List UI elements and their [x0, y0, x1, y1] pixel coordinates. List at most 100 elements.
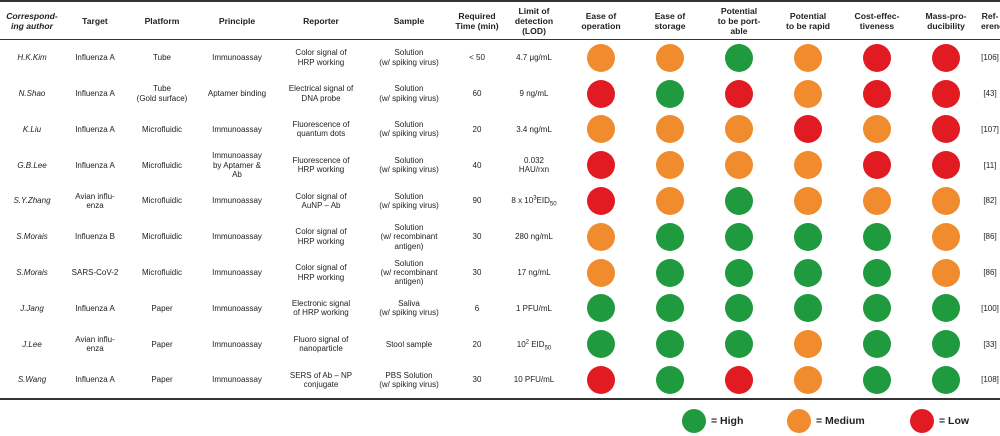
lod-sub: 50: [549, 201, 557, 208]
ease-of-operation-rating-cell: [566, 112, 636, 148]
time-cell: 20: [472, 124, 482, 134]
lod-cell: 8 x 103EID50: [502, 183, 566, 219]
author-cell: K.Liu: [22, 124, 42, 134]
ease-of-storage-rating-cell: [636, 183, 704, 219]
high-rating-dot: [656, 79, 684, 108]
ease-of-storage-rating-cell: [636, 362, 704, 399]
high-rating-dot: [725, 330, 753, 359]
ease-of-storage-rating-cell: [636, 255, 704, 291]
ease-of-operation-rating-cell: [566, 40, 636, 76]
high-legend-dot: [682, 409, 706, 433]
medium-rating-dot: [587, 43, 615, 72]
principle-cell: Immunoassay: [212, 303, 262, 313]
ease-of-storage-rating-cell: [636, 291, 704, 327]
cost-effectiveness-rating-cell: [842, 219, 912, 255]
sample-cell: Saliva (w/ spiking virus): [379, 299, 439, 318]
high-rating-dot: [863, 294, 891, 323]
high-rating-dot: [794, 222, 822, 251]
lod-cell: 10 PFU/mL: [513, 375, 555, 385]
medium-rating-dot: [932, 258, 960, 287]
rating-legend: = High = Medium = Low: [0, 409, 1000, 435]
reporter-cell: SERS of Ab – NP conjugate: [289, 370, 353, 390]
legend-item-low: = Low: [910, 409, 969, 433]
high-rating-dot: [725, 187, 753, 216]
lod-sup: 2: [525, 338, 529, 345]
cost-effectiveness-rating-cell: [842, 326, 912, 362]
portability-rating-cell: [704, 219, 774, 255]
ease-of-storage-rating-cell: [636, 147, 704, 183]
time-cell: 20: [472, 339, 482, 349]
time-header: Required Time (min): [455, 10, 499, 31]
target-cell: Avian influ- enza: [75, 334, 115, 354]
lod-cell: 17 ng/mL: [517, 267, 551, 277]
high-rating-dot: [656, 366, 684, 395]
high-rating-dot: [725, 258, 753, 287]
target-cell: Influenza A: [75, 53, 115, 63]
mass-producibility-rating-cell: [912, 76, 980, 112]
rapidity-rating-cell: [774, 112, 842, 148]
legend-label: = Medium: [816, 415, 865, 427]
cost-effectiveness-rating-cell: [842, 291, 912, 327]
time-cell: 60: [472, 88, 482, 98]
portability-rating-cell: [704, 40, 774, 76]
sample-header: Sample: [393, 15, 425, 26]
rapidity-rating-cell: [774, 326, 842, 362]
ease-of-storage-rating-cell: [636, 219, 704, 255]
ease-of-operation-rating-cell: [566, 76, 636, 112]
high-rating-dot: [725, 222, 753, 251]
platform-cell: Microfluidic: [141, 267, 182, 277]
table-row: H.K.Kim Influenza A Tube Immunoassay Color s…: [0, 40, 1000, 76]
table-row: S.Wang Influenza A Paper Immunoassay SERS of…: [0, 362, 1000, 399]
platform-cell: Tube: [153, 53, 171, 63]
lod-base: 10: [516, 339, 526, 349]
reference-cell: [100]: [981, 303, 999, 313]
platform-header: Platform: [144, 15, 180, 26]
medium-rating-dot: [794, 79, 822, 108]
table-row: J.Jang Influenza A Paper Immunoassay Electro…: [0, 291, 1000, 327]
medium-rating-dot: [656, 43, 684, 72]
medium-rating-dot: [656, 187, 684, 216]
ease-of-operation-rating-cell: [566, 255, 636, 291]
portability-rating-cell: [704, 255, 774, 291]
principle-cell: Immunoassay: [212, 53, 262, 63]
high-rating-dot: [656, 222, 684, 251]
medium-rating-dot: [656, 115, 684, 144]
time-cell: 90: [472, 196, 482, 206]
time-cell: < 50: [469, 53, 485, 63]
platform-cell: Paper: [151, 339, 173, 349]
rapidity-header: Potential to be rapid: [786, 10, 830, 31]
table-row: G.B.Lee Influenza A Microfluidic Immunoassa…: [0, 147, 1000, 183]
legend-item-high: = High: [682, 409, 743, 433]
high-rating-dot: [794, 258, 822, 287]
ease-of-operation-header: Ease of operation: [581, 10, 621, 31]
low-rating-dot: [725, 366, 753, 395]
references-header: Ref- erences: [981, 10, 1000, 31]
sample-cell: Solution (w/ recombinant antigen): [380, 258, 438, 287]
table-header-row: Correspond- ing author Target Platform Prin…: [0, 1, 1000, 40]
ease-of-storage-rating-cell: [636, 40, 704, 76]
cost-effectiveness-rating-cell: [842, 112, 912, 148]
cost-effectiveness-header: Cost-effec- tiveness: [854, 10, 900, 31]
low-rating-dot: [863, 79, 891, 108]
rapidity-rating-cell: [774, 219, 842, 255]
reference-cell: [107]: [981, 124, 999, 134]
low-rating-dot: [587, 366, 615, 395]
ease-of-storage-rating-cell: [636, 326, 704, 362]
target-header: Target: [82, 15, 108, 26]
author-header: Correspond- ing author: [6, 10, 58, 31]
time-cell: 30: [472, 267, 482, 277]
high-rating-dot: [725, 43, 753, 72]
lod-sub: 50: [544, 345, 552, 352]
author-cell: S.Morais: [16, 267, 48, 277]
principle-header: Principle: [218, 15, 256, 26]
author-cell: S.Y.Zhang: [13, 196, 51, 206]
sample-cell: Solution (w/ spiking virus): [379, 84, 439, 103]
author-cell: S.Wang: [17, 375, 47, 385]
ease-of-operation-rating-cell: [566, 219, 636, 255]
lod-header: Limit of detection (LOD): [514, 5, 554, 36]
ease-of-storage-header: Ease of storage: [654, 10, 686, 31]
high-rating-dot: [932, 330, 960, 359]
high-rating-dot: [656, 258, 684, 287]
table-row: J.Lee Avian influ- enza Paper Immunoassay Fl…: [0, 326, 1000, 362]
medium-rating-dot: [794, 187, 822, 216]
